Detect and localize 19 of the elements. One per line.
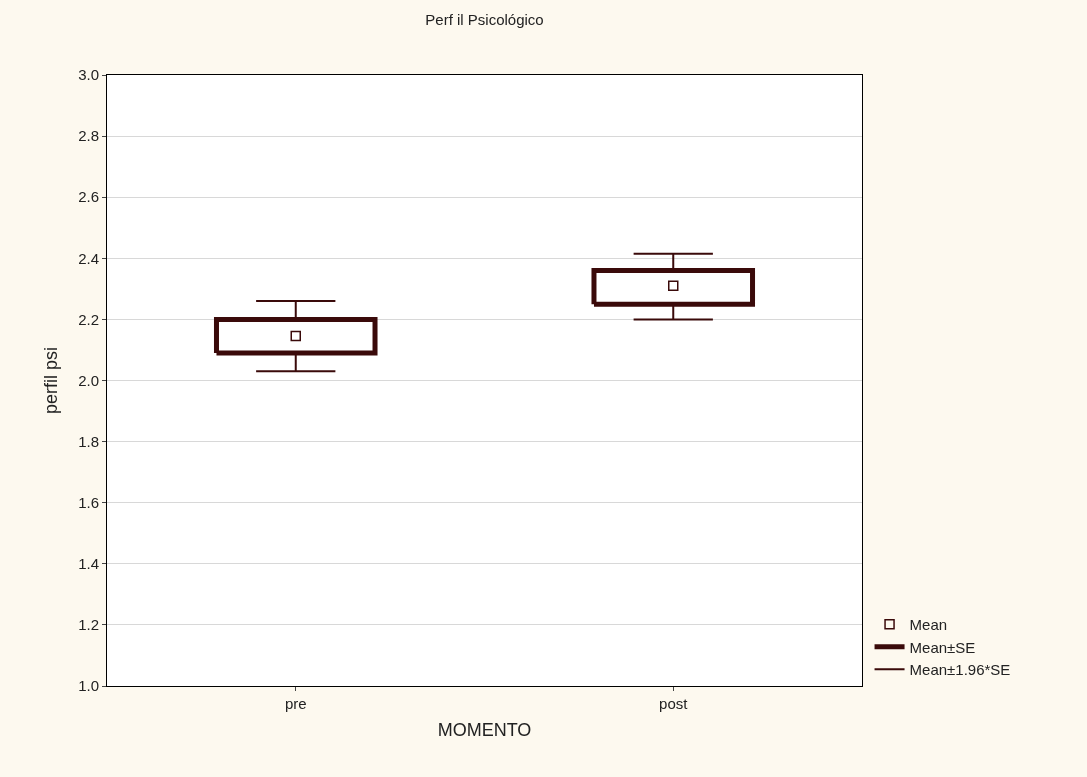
- chart-title: Perf il Psicológico: [425, 11, 544, 29]
- y-tick-label: 2.0: [78, 371, 99, 389]
- y-tick-label: 1.4: [78, 555, 99, 573]
- y-tick-label: 2.4: [78, 249, 99, 267]
- y-axis-title: perfil psi: [41, 346, 62, 415]
- text: Mean±1.96*SE: [909, 661, 1011, 679]
- y-tick-label: 2.8: [78, 127, 99, 145]
- x-axis-title: MOMENTO: [437, 720, 532, 741]
- text: Mean: [909, 616, 948, 634]
- text: Mean±SE: [909, 638, 976, 656]
- x-tick-label: post: [659, 695, 689, 712]
- y-tick-label: 1.6: [78, 493, 99, 511]
- y-tick-label: 1.8: [78, 432, 99, 450]
- y-tick-label: 2.2: [78, 310, 99, 328]
- x-tick-label: pre: [284, 695, 307, 712]
- y-tick-label: 1.2: [78, 616, 99, 634]
- y-tick-label: 2.6: [78, 188, 99, 206]
- y-tick-label: 1.0: [78, 677, 99, 695]
- y-tick-label: 3.0: [78, 66, 99, 84]
